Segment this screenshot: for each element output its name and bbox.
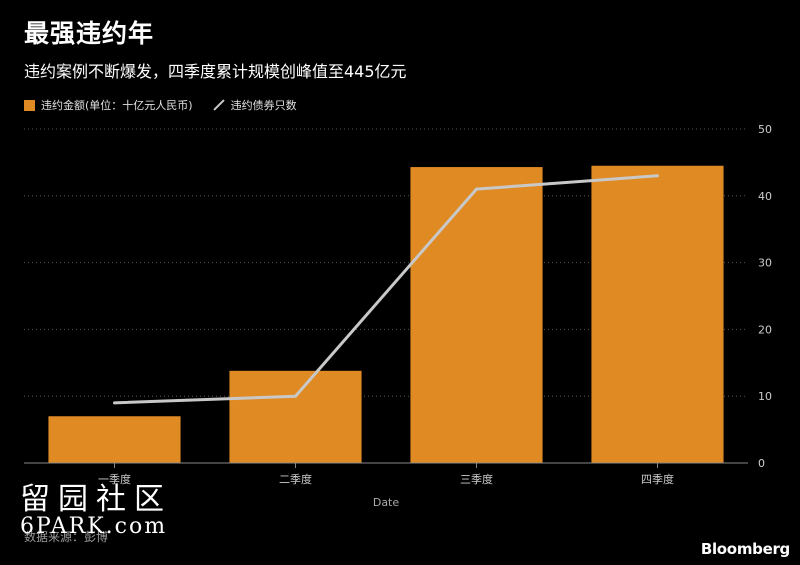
y-tick-label: 20 xyxy=(758,323,772,336)
bar-legend-label: 违约金额(单位：十亿元人民币) xyxy=(41,99,193,112)
line-legend-label: 违约债券只数 xyxy=(230,99,297,112)
line-point-2 xyxy=(294,394,297,398)
line-point-3 xyxy=(475,187,478,191)
bond-count-line xyxy=(114,174,658,405)
bar-4 xyxy=(591,165,724,464)
line-point-1 xyxy=(113,401,116,405)
chart-legend: 违约金额(单位：十亿元人民币) 违约债券只数 xyxy=(24,97,297,113)
source-note: 数据来源：彭博 xyxy=(24,530,109,544)
chart-subtitle: 违约案例不断爆发，四季度累计规模创峰值至445亿元 xyxy=(24,62,407,81)
bar-3 xyxy=(410,167,543,464)
y-tick-label: 10 xyxy=(758,390,772,403)
watermark-text-en: 6PARK.com xyxy=(20,514,168,539)
y-tick-label: 50 xyxy=(758,123,772,136)
watermark: 留园社区 6PARK.com xyxy=(20,474,172,539)
line-point-4 xyxy=(656,174,659,178)
bar-2 xyxy=(229,370,362,463)
y-tick-label: 30 xyxy=(758,257,772,270)
y-tick-label: 0 xyxy=(758,457,765,470)
x-tick-label: 四季度 xyxy=(641,472,674,486)
bar-1 xyxy=(48,416,181,463)
x-tick-label: 一季度 xyxy=(98,472,131,486)
chart-title: 最强违约年 xyxy=(24,19,155,48)
watermark-text-cn: 留园社区 xyxy=(20,482,172,517)
bar-legend-swatch xyxy=(24,99,35,111)
y-tick-label: 40 xyxy=(758,190,772,203)
bloomberg-logo: Bloomberg xyxy=(700,540,790,558)
x-tick-label: 二季度 xyxy=(279,472,312,486)
x-tick-label: 三季度 xyxy=(460,472,493,486)
x-axis-label: Date xyxy=(373,496,400,509)
